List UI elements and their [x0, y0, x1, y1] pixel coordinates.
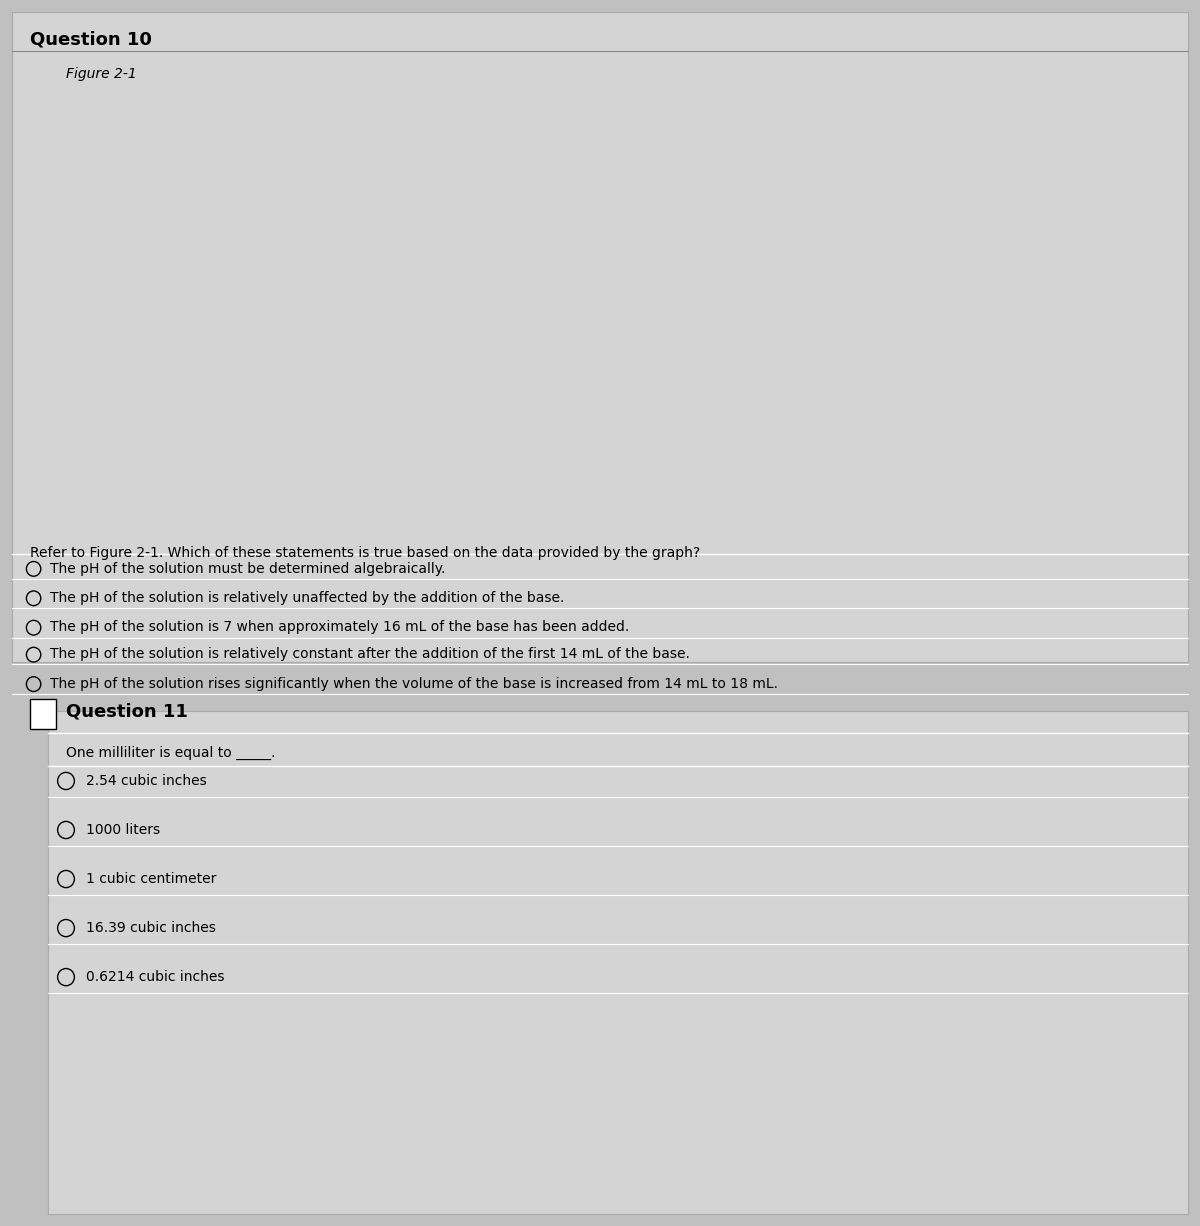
Text: 16.39 cubic inches: 16.39 cubic inches [86, 921, 216, 934]
Text: The pH of the solution is relatively constant after the addition of the first 14: The pH of the solution is relatively con… [50, 647, 690, 661]
Text: The pH of the solution rises significantly when the volume of the base is increa: The pH of the solution rises significant… [50, 677, 779, 690]
Text: Refer to Figure 2-1. Which of these statements is true based on the data provide: Refer to Figure 2-1. Which of these stat… [30, 546, 700, 559]
Text: Question 10: Question 10 [30, 31, 152, 49]
Text: Figure 2-1: Figure 2-1 [66, 67, 137, 81]
Text: 0.6214 cubic inches: 0.6214 cubic inches [86, 970, 224, 983]
Text: One milliliter is equal to _____.: One milliliter is equal to _____. [66, 745, 276, 760]
Text: Question 11: Question 11 [66, 702, 188, 721]
Y-axis label: pH: pH [41, 318, 58, 331]
Text: The pH of the solution is relatively unaffected by the addition of the base.: The pH of the solution is relatively una… [50, 591, 565, 604]
Text: 1000 liters: 1000 liters [86, 823, 161, 836]
Text: 2.54 cubic inches: 2.54 cubic inches [86, 774, 208, 787]
Text: The pH of the solution is 7 when approximately 16 mL of the base has been added.: The pH of the solution is 7 when approxi… [50, 620, 630, 634]
Text: The pH of the solution must be determined algebraically.: The pH of the solution must be determine… [50, 562, 445, 575]
Text: 1 cubic centimeter: 1 cubic centimeter [86, 872, 217, 885]
